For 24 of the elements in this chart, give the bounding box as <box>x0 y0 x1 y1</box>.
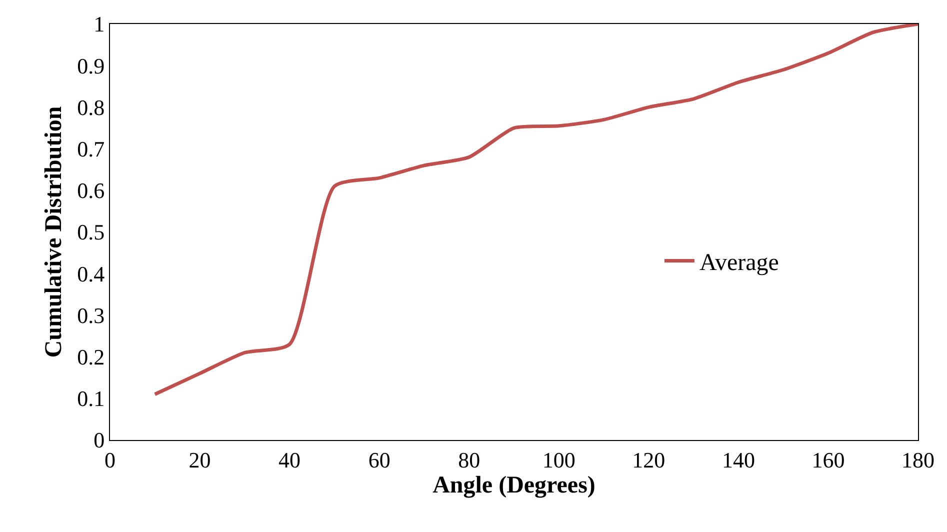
y-tick-label: 0.1 <box>77 386 105 412</box>
x-tick-label: 160 <box>812 447 845 472</box>
y-tick-label: 0.3 <box>77 302 105 328</box>
x-tick-label: 180 <box>902 447 934 472</box>
y-tick-label: 0.2 <box>77 344 105 370</box>
y-tick-label: 0.5 <box>77 220 105 245</box>
line-series <box>153 24 918 396</box>
x-tick-label: 40 <box>278 447 301 472</box>
x-tick-label: 20 <box>188 447 211 472</box>
y-tick-label: 0.7 <box>77 136 105 162</box>
y-tick-label: 0.9 <box>77 53 105 78</box>
y-tick-label: 0.6 <box>77 178 105 204</box>
y-tick-label: 0 <box>94 428 105 453</box>
x-tick-label: 100 <box>542 447 576 472</box>
legend-label: Average <box>699 250 779 276</box>
x-tick-label: 140 <box>722 447 755 472</box>
x-tick-label: 80 <box>458 447 480 472</box>
y-tick-label: 0.8 <box>77 94 105 120</box>
x-tick-label: 60 <box>368 447 390 472</box>
y-tick-label: 0.4 <box>77 261 105 286</box>
y-axis-title: Cumulative Distribution <box>41 106 68 358</box>
y-tick-label: 1 <box>94 12 105 37</box>
x-tick-label: 120 <box>632 447 666 472</box>
x-axis-title: Angle (Degrees) <box>432 472 596 498</box>
